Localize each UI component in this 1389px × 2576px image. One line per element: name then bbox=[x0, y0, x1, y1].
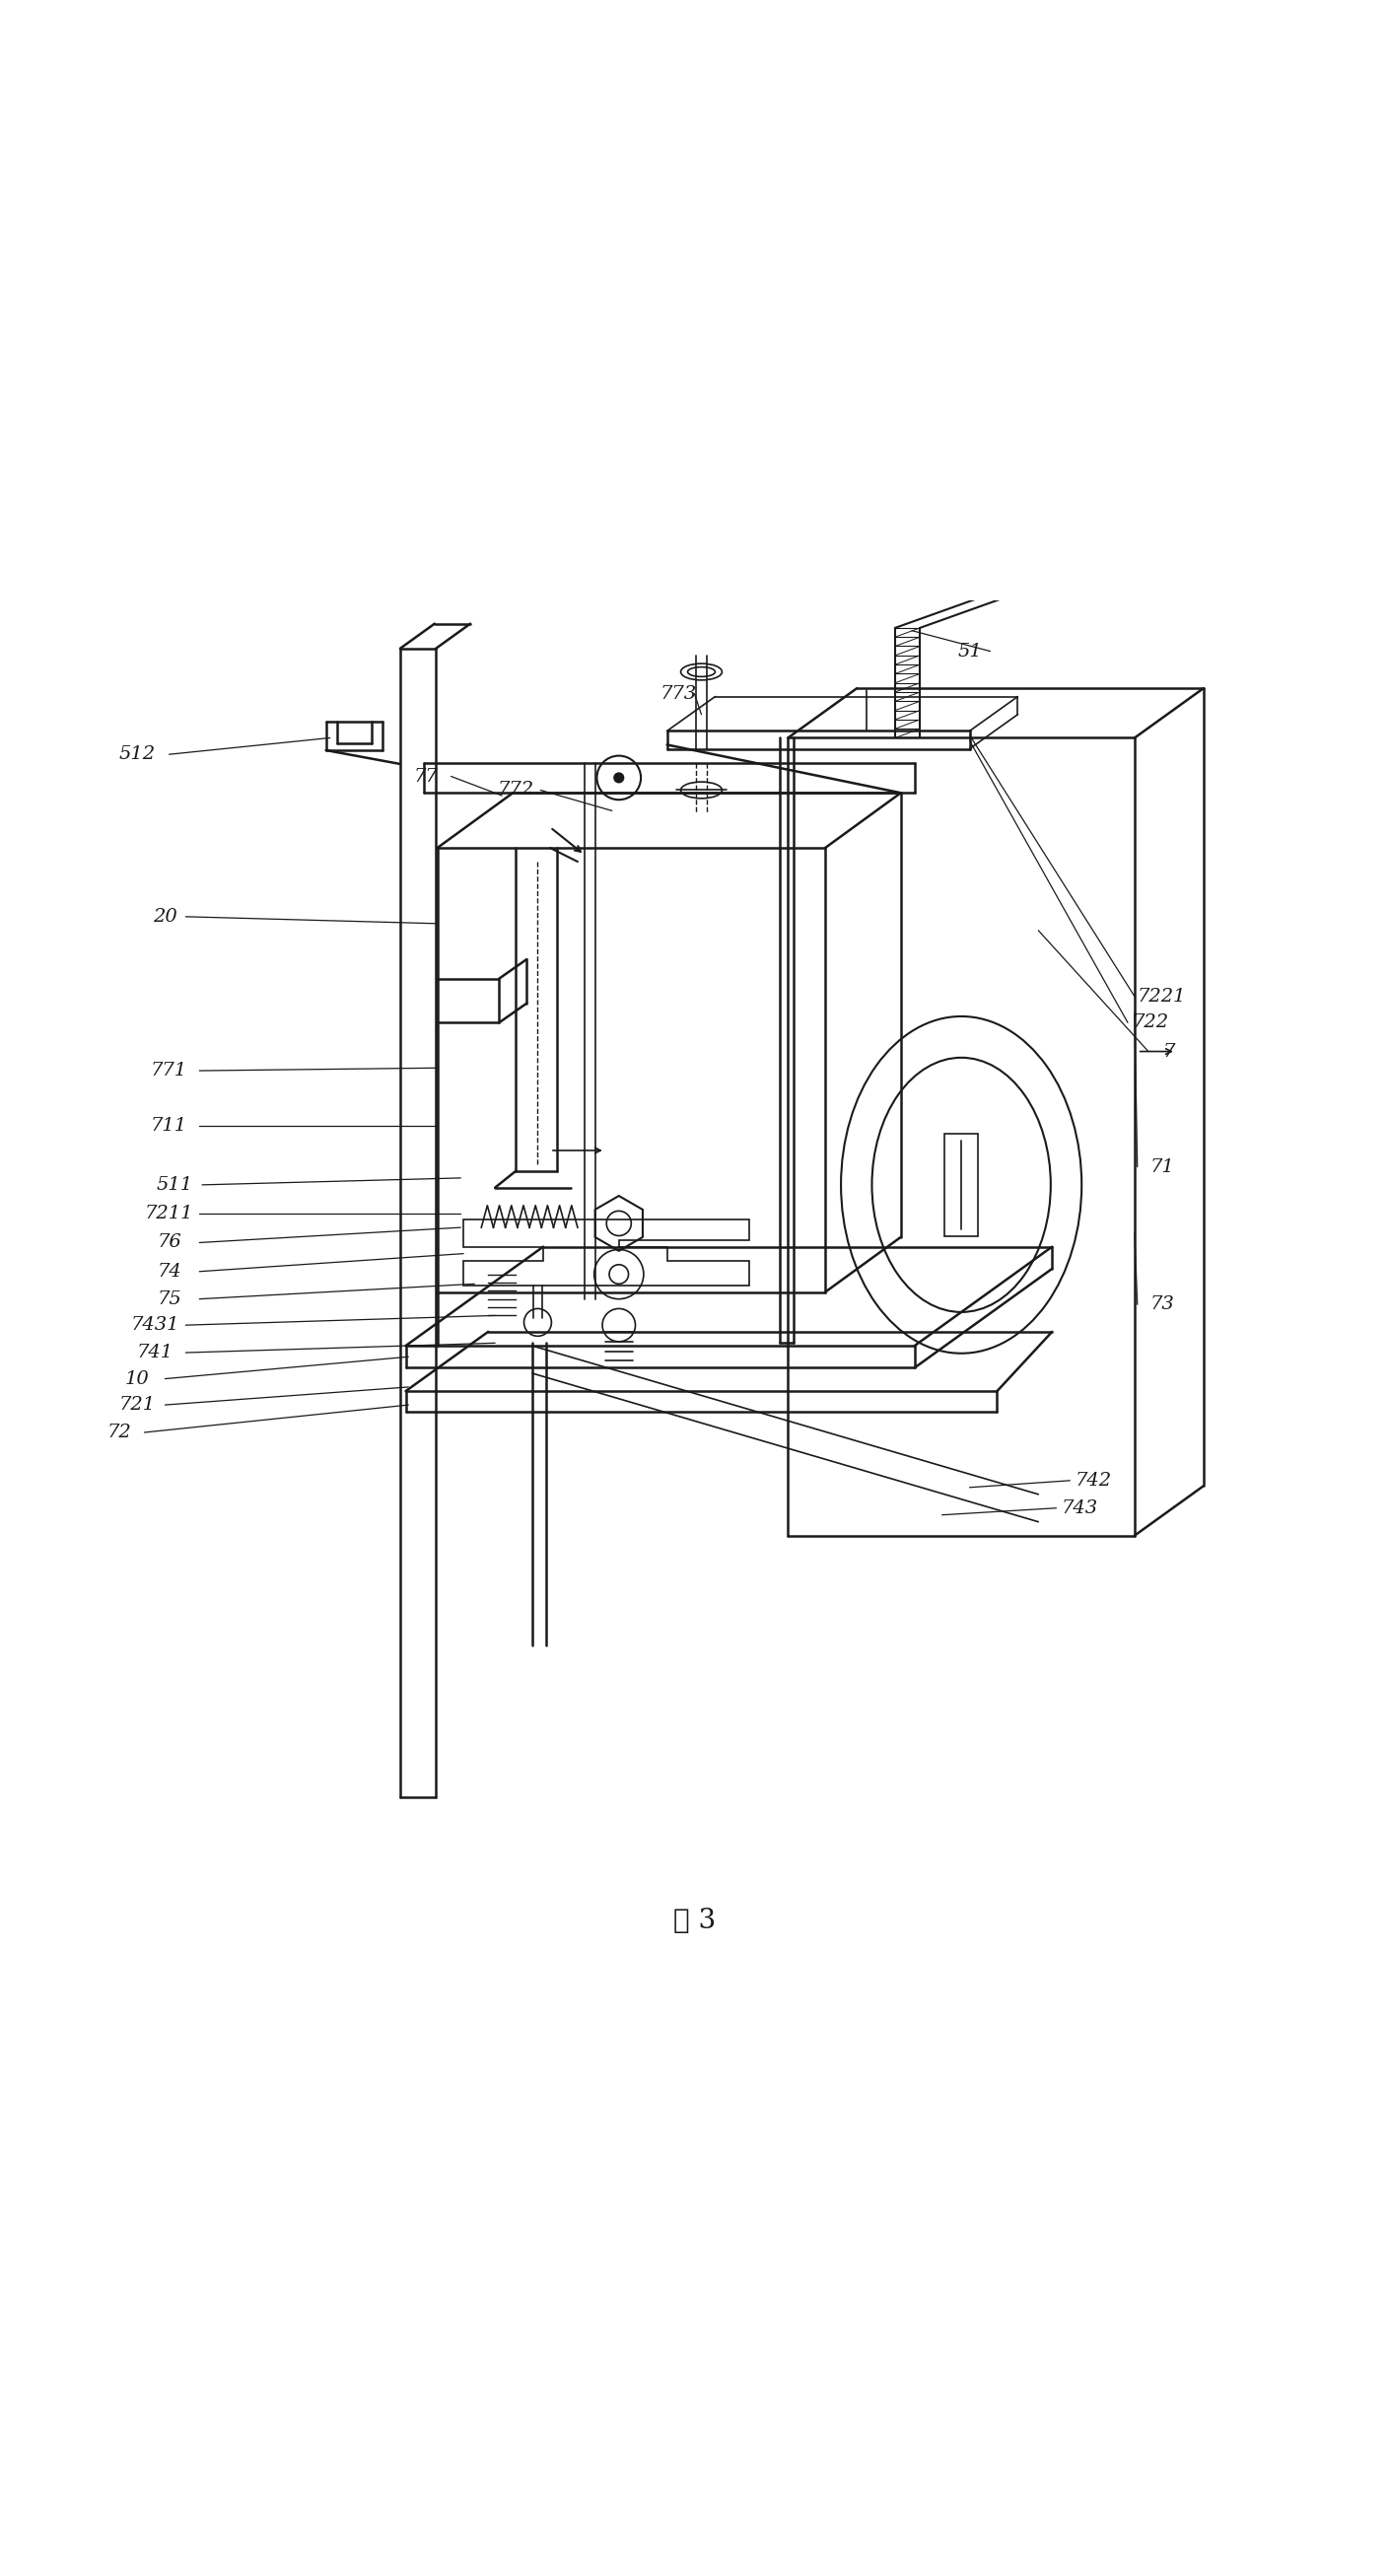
Text: 773: 773 bbox=[660, 685, 696, 703]
Circle shape bbox=[614, 773, 625, 783]
Text: 71: 71 bbox=[1150, 1159, 1174, 1175]
Text: 7: 7 bbox=[1163, 1043, 1175, 1061]
Text: 10: 10 bbox=[125, 1370, 150, 1388]
Text: 72: 72 bbox=[107, 1425, 132, 1443]
Text: 7431: 7431 bbox=[131, 1316, 179, 1334]
Text: 721: 721 bbox=[119, 1396, 156, 1414]
Text: 722: 722 bbox=[1133, 1015, 1170, 1030]
Text: 20: 20 bbox=[153, 907, 178, 925]
Text: 74: 74 bbox=[157, 1262, 182, 1280]
Text: 51: 51 bbox=[957, 641, 982, 659]
Text: 图 3: 图 3 bbox=[674, 1906, 715, 1935]
Text: 76: 76 bbox=[157, 1234, 182, 1252]
Text: 711: 711 bbox=[151, 1118, 188, 1133]
Text: 7211: 7211 bbox=[144, 1206, 193, 1224]
Text: 771: 771 bbox=[151, 1061, 188, 1079]
Polygon shape bbox=[945, 1133, 978, 1236]
Text: 512: 512 bbox=[119, 744, 156, 762]
Text: 742: 742 bbox=[1075, 1471, 1111, 1489]
Text: 75: 75 bbox=[157, 1291, 182, 1309]
Text: 772: 772 bbox=[497, 781, 533, 799]
Text: 73: 73 bbox=[1150, 1296, 1174, 1314]
Text: 7221: 7221 bbox=[1138, 987, 1186, 1005]
Text: 743: 743 bbox=[1061, 1499, 1097, 1517]
Text: 741: 741 bbox=[138, 1345, 174, 1363]
Text: 77: 77 bbox=[414, 768, 439, 786]
Text: 511: 511 bbox=[157, 1177, 193, 1193]
